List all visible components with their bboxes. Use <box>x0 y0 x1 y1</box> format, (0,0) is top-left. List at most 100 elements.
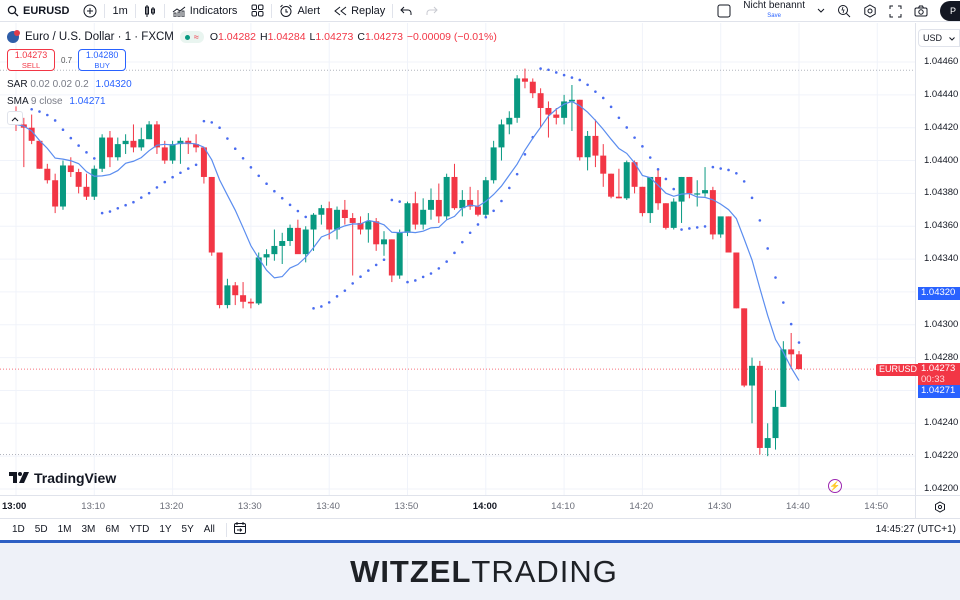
witzel-trading-logo: WITZEL TRADING <box>350 554 618 590</box>
sell-price: 1.04273 <box>14 49 48 60</box>
sar-name: SAR <box>7 79 28 90</box>
range-1d-button[interactable]: 1D <box>12 524 25 535</box>
price-axis-label: 1.04200 <box>924 483 959 494</box>
go-to-date-icon[interactable] <box>233 521 247 538</box>
symbol-label: EURUSD <box>23 4 70 17</box>
range-5y-button[interactable]: 5Y <box>181 524 194 535</box>
price-axis-label: 1.04420 <box>924 121 959 133</box>
time-axis-label: 13:30 <box>237 501 262 512</box>
settings-icon[interactable] <box>863 4 877 18</box>
chevron-down-icon[interactable] <box>817 8 825 14</box>
price-axis-label: 1.04440 <box>924 88 959 100</box>
buy-button[interactable]: 1.04280 BUY <box>78 49 127 71</box>
low-label: L <box>309 31 316 43</box>
price-axis-label: 1.04400 <box>924 154 959 166</box>
avatar[interactable]: P <box>940 1 960 21</box>
price-axis-label: 1.04460 <box>924 56 959 67</box>
sma-name: SMA <box>7 96 29 107</box>
save-label: Save <box>767 13 781 19</box>
plus-circle-icon <box>83 4 97 18</box>
chevron-up-icon <box>11 109 19 127</box>
symbol-title[interactable]: Euro / U.S. Dollar · 1 · FXCM <box>25 31 174 43</box>
interval-label: 1m <box>112 4 128 17</box>
right-toolbar: Nicht benannt Save P <box>717 0 960 22</box>
open-value: 1.04282 <box>218 31 256 43</box>
replay-button[interactable]: Replay <box>327 0 392 22</box>
close-label: C <box>357 31 365 43</box>
candlestick-icon <box>143 4 157 18</box>
indicators-button[interactable]: Indicators <box>165 0 245 22</box>
indicators-icon <box>172 5 186 17</box>
chart-area[interactable]: Euro / U.S. Dollar · 1 · FXCM ≈ O1.04282… <box>0 23 960 518</box>
compare-symbol-button[interactable] <box>76 0 104 22</box>
range-all-button[interactable]: All <box>203 524 215 535</box>
close-value: 1.04273 <box>364 31 403 43</box>
sma-params: 9 close <box>30 96 63 107</box>
fullscreen-icon[interactable] <box>889 5 902 18</box>
last-price-tag: 1.04273 00:33 <box>918 363 960 385</box>
layouts-button[interactable] <box>244 0 271 22</box>
currency-label: USD <box>923 33 943 43</box>
currency-select[interactable]: USD <box>918 29 960 47</box>
interval-button[interactable]: 1m <box>105 0 134 22</box>
brand-light: TRADING <box>471 553 618 589</box>
buy-price: 1.04280 <box>85 49 119 60</box>
top-toolbar: EURUSD 1m Indicators Alert Replay Nicht … <box>0 0 960 22</box>
range-ytd-button[interactable]: YTD <box>129 524 150 535</box>
divider <box>271 3 273 18</box>
time-axis-label: 13:50 <box>394 501 419 512</box>
time-axis-label: 14:50 <box>864 501 889 512</box>
layout-checkbox[interactable] <box>717 4 731 18</box>
alert-button[interactable]: Alert <box>272 0 327 22</box>
market-status-badge[interactable]: ≈ <box>179 31 204 43</box>
time-axis-label: 14:40 <box>786 501 810 512</box>
divider <box>225 522 227 537</box>
time-axis-label: 14:00 <box>472 501 498 512</box>
time-axis-label: 14:30 <box>707 501 732 512</box>
sar-price-tag: 1.04320 <box>918 287 960 300</box>
time-axis-label: 13:00 <box>2 501 27 512</box>
alarm-clock-icon <box>279 4 293 18</box>
rewind-icon <box>334 6 347 16</box>
symbol-price-tag: EURUSD <box>876 364 921 376</box>
avatar-initial: P <box>949 6 956 16</box>
sar-indicator-legend[interactable]: SAR 0.02 0.02 0.2 1.04320 <box>7 79 132 90</box>
sell-label: SELL <box>21 60 41 70</box>
price-chart[interactable] <box>0 23 960 518</box>
price-axis-label: 1.04360 <box>924 220 959 232</box>
date-range-buttons: 1D 5D 1M 3M 6M YTD 1Y 5Y All <box>0 524 220 535</box>
range-3m-button[interactable]: 3M <box>81 524 96 535</box>
time-axis-label: 13:20 <box>159 501 184 512</box>
brand-bold: WITZEL <box>350 553 472 589</box>
range-1m-button[interactable]: 1M <box>57 524 72 535</box>
layout-name-button[interactable]: Nicht benannt Save <box>743 1 805 21</box>
redo-button[interactable] <box>419 0 445 22</box>
sma-indicator-legend[interactable]: SMA 9 close 1.04271 <box>7 96 106 107</box>
undo-button[interactable] <box>393 0 419 22</box>
range-6m-button[interactable]: 6M <box>105 524 120 535</box>
sell-button[interactable]: 1.04273 SELL <box>7 49 55 71</box>
lightning-event-icon[interactable]: ⚡ <box>828 479 842 493</box>
chart-type-button[interactable] <box>136 0 164 22</box>
range-1y-button[interactable]: 1Y <box>159 524 172 535</box>
open-label: O <box>209 31 219 43</box>
search-icon <box>7 5 19 17</box>
axis-settings-icon[interactable] <box>934 500 946 518</box>
divider <box>134 3 136 18</box>
quick-search-icon[interactable] <box>837 4 851 18</box>
alert-label: Alert <box>297 4 321 17</box>
range-5d-button[interactable]: 5D <box>34 524 48 535</box>
collapse-legend-button[interactable] <box>7 111 23 125</box>
clock-timezone[interactable]: 14:45:27 (UTC+1) <box>875 524 956 535</box>
tradingview-logo[interactable]: TradingView <box>9 470 116 486</box>
camera-icon[interactable] <box>914 5 928 17</box>
time-axis-label: 13:10 <box>81 501 106 512</box>
price-axis-label: 1.04220 <box>924 450 959 462</box>
tradingview-wordmark: TradingView <box>34 470 117 486</box>
trade-buttons: 1.04273 SELL 0.7 1.04280 BUY <box>7 49 127 71</box>
divider <box>104 3 106 18</box>
low-value: 1.04273 <box>315 31 354 43</box>
symbol-search-button[interactable]: EURUSD <box>0 0 76 22</box>
last-price: 1.04273 <box>921 363 956 374</box>
undo-icon <box>400 6 412 16</box>
